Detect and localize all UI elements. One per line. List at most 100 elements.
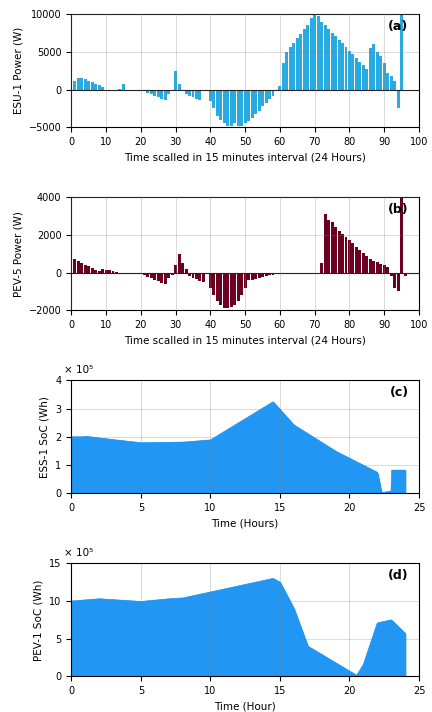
Bar [209,273,212,288]
Bar [386,267,389,273]
Bar [275,90,278,91]
Bar [390,76,393,90]
Bar [296,38,299,90]
Bar [160,90,163,98]
Bar [115,272,118,273]
Bar [153,90,156,95]
Bar [359,250,362,273]
Bar [299,34,302,90]
Bar [310,18,313,90]
Bar [244,273,247,288]
Bar [365,256,368,273]
Bar [327,29,330,90]
Bar [247,90,250,121]
X-axis label: Time scalled in 15 minutes interval (24 Hours): Time scalled in 15 minutes interval (24 … [124,335,366,345]
Bar [244,90,247,123]
Bar [108,271,111,273]
Bar [237,90,240,126]
Bar [257,273,260,278]
Bar [362,253,365,273]
Bar [195,90,198,98]
Bar [164,273,167,285]
Bar [254,90,257,114]
Bar [254,273,257,279]
Bar [320,263,323,273]
Bar [188,90,191,95]
Bar [369,259,372,273]
Bar [87,266,90,273]
Bar [209,90,212,101]
Bar [337,40,340,90]
Bar [341,234,344,273]
Y-axis label: PEV-5 Power (W): PEV-5 Power (W) [13,211,23,297]
Bar [264,90,267,103]
Y-axis label: ESS-1 SoC (Wh): ESS-1 SoC (Wh) [40,396,50,478]
Bar [393,273,396,288]
Bar [230,90,233,126]
Bar [376,263,379,273]
Bar [317,16,320,90]
Bar [292,43,295,90]
Bar [216,90,219,116]
Bar [233,273,236,305]
Bar [334,227,337,273]
Bar [174,70,177,90]
Bar [157,90,160,97]
Bar [157,273,160,281]
Bar [94,83,97,90]
Text: (a): (a) [388,20,409,33]
Bar [184,269,187,273]
Bar [77,261,80,273]
Bar [379,56,382,90]
Bar [383,266,386,273]
Bar [397,273,400,291]
Bar [181,263,184,273]
Bar [352,54,354,90]
Text: (b): (b) [388,203,409,216]
Bar [355,58,358,90]
Bar [167,90,170,94]
Bar [306,25,309,90]
Bar [320,22,323,90]
Bar [383,63,386,90]
Bar [261,90,264,106]
Bar [289,48,292,90]
Bar [80,263,83,273]
Bar [198,90,201,100]
Bar [164,90,167,100]
Bar [268,273,271,276]
Bar [122,84,125,90]
Bar [143,90,146,91]
Bar [219,273,222,305]
Bar [146,273,149,277]
Text: × 10⁵: × 10⁵ [64,548,94,557]
Bar [330,33,334,90]
Bar [213,90,215,108]
Bar [91,82,94,90]
Bar [195,273,198,279]
Bar [261,273,264,278]
Bar [101,88,104,90]
Bar [379,264,382,273]
Bar [153,273,156,280]
Text: × 10⁵: × 10⁵ [64,365,94,375]
Bar [150,273,153,278]
Bar [286,52,289,90]
Bar [174,265,177,273]
Bar [118,89,121,90]
Bar [105,270,108,273]
Bar [359,61,362,90]
Bar [376,52,379,90]
Bar [184,90,187,94]
Bar [84,265,87,273]
Bar [327,220,330,273]
Bar [87,80,90,90]
Bar [341,43,344,90]
Bar [324,214,327,273]
Bar [77,78,80,90]
Y-axis label: ESU-1 Power (W): ESU-1 Power (W) [13,27,23,115]
Bar [111,271,114,273]
Bar [400,14,403,90]
Bar [397,90,400,108]
Bar [191,90,194,97]
